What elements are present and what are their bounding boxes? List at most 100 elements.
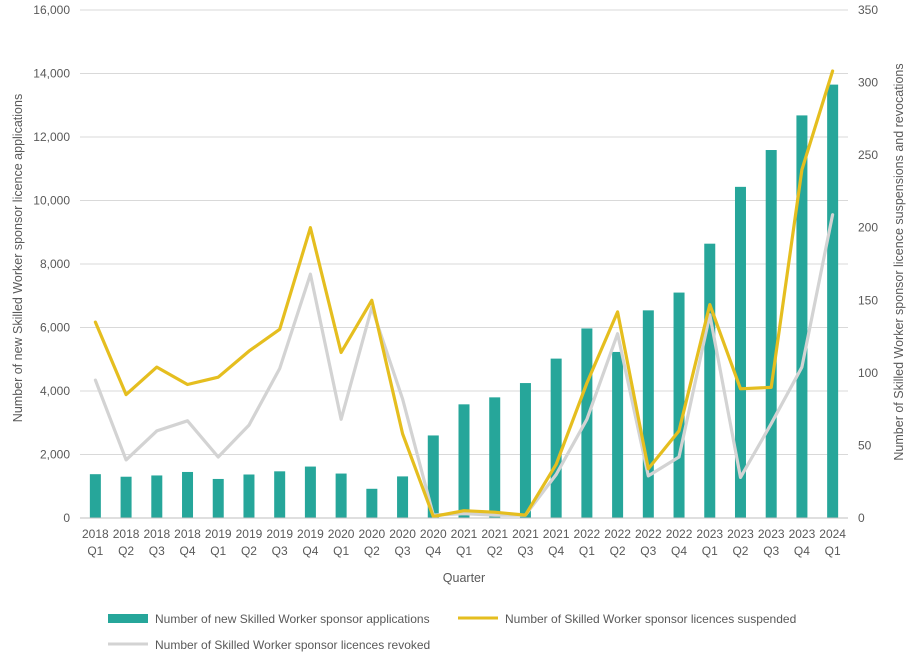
x-tick-year: 2021 — [543, 527, 570, 541]
x-tick-quarter: Q1 — [579, 544, 595, 558]
x-tick-quarter: Q2 — [364, 544, 380, 558]
bar — [120, 476, 132, 518]
x-tick-year: 2023 — [758, 527, 785, 541]
bar — [182, 471, 194, 518]
bar — [734, 186, 746, 518]
x-tick-quarter: Q4 — [425, 544, 441, 558]
y2-tick-label: 100 — [858, 366, 878, 380]
x-tick-quarter: Q3 — [763, 544, 779, 558]
x-tick-quarter: Q1 — [456, 544, 472, 558]
bar — [427, 435, 439, 518]
x-tick-year: 2018 — [174, 527, 201, 541]
legend-label-revoked: Number of Skilled Worker sponsor licence… — [155, 638, 430, 652]
x-tick-quarter: Q4 — [671, 544, 687, 558]
series-line — [93, 213, 835, 517]
x-tick-year: 2020 — [389, 527, 416, 541]
bar — [673, 292, 685, 518]
x-tick-year: 2024 — [819, 527, 846, 541]
y2-tick-label: 300 — [858, 76, 878, 90]
bar — [827, 84, 839, 519]
x-tick-quarter: Q1 — [210, 544, 226, 558]
x-tick-quarter: Q2 — [487, 544, 503, 558]
x-tick-quarter: Q4 — [548, 544, 564, 558]
bar — [212, 478, 224, 518]
x-tick-quarter: Q4 — [302, 544, 318, 558]
x-tick-quarter: Q1 — [87, 544, 103, 558]
x-tick-year: 2019 — [205, 527, 232, 541]
x-tick-quarter: Q1 — [825, 544, 841, 558]
x-tick-year: 2023 — [789, 527, 816, 541]
y-tick-label: 12,000 — [33, 130, 70, 144]
y2-tick-label: 50 — [858, 438, 872, 452]
y-tick-label: 4,000 — [40, 384, 70, 398]
legend-label-applications: Number of new Skilled Worker sponsor app… — [155, 612, 430, 626]
bar — [274, 471, 286, 518]
x-tick-year: 2020 — [328, 527, 355, 541]
bar — [151, 475, 163, 518]
x-tick-year: 2022 — [574, 527, 601, 541]
x-tick-year: 2019 — [297, 527, 324, 541]
bar — [243, 474, 255, 518]
bar — [550, 358, 562, 518]
legend: Number of new Skilled Worker sponsor app… — [108, 612, 796, 652]
bar — [366, 488, 378, 518]
bar — [335, 473, 347, 518]
x-tick-quarter: Q4 — [180, 544, 196, 558]
x-tick-year: 2021 — [512, 527, 539, 541]
bar-series — [89, 84, 839, 519]
y2-tick-label: 350 — [858, 3, 878, 17]
bar — [765, 150, 777, 518]
x-tick-year: 2018 — [113, 527, 140, 541]
x-tick-quarter: Q3 — [149, 544, 165, 558]
bar — [519, 383, 531, 518]
axes: 0 2,000 4,000 6,000 8,000 10,000 12,000 14,000 1… — [33, 3, 878, 558]
gridlines — [80, 9, 848, 455]
x-tick-year: 2018 — [143, 527, 170, 541]
series-line — [93, 69, 835, 519]
x-tick-year: 2023 — [727, 527, 754, 541]
bar — [704, 243, 716, 518]
bar — [89, 474, 101, 518]
x-tick-year: 2018 — [82, 527, 109, 541]
y-tick-label: 14,000 — [33, 67, 70, 81]
x-tick-year: 2019 — [266, 527, 293, 541]
x-axis-title: Quarter — [443, 571, 485, 585]
y2-tick-label: 200 — [858, 221, 878, 235]
bar — [581, 328, 593, 518]
y-tick-label: 6,000 — [40, 321, 70, 335]
x-tick-year: 2020 — [358, 527, 385, 541]
x-tick-year: 2021 — [481, 527, 508, 541]
x-tick-year: 2023 — [696, 527, 723, 541]
x-tick-year: 2020 — [420, 527, 447, 541]
y-tick-label: 8,000 — [40, 257, 70, 271]
x-tick-year: 2021 — [451, 527, 478, 541]
x-tick-year: 2022 — [635, 527, 662, 541]
bar — [397, 476, 409, 518]
x-tick-quarter: Q2 — [118, 544, 134, 558]
y-tick-label: 2,000 — [40, 448, 70, 462]
x-tick-quarter: Q2 — [241, 544, 257, 558]
y-axis-title: Number of new Skilled Worker sponsor lic… — [11, 94, 25, 422]
x-tick-year: 2022 — [604, 527, 631, 541]
x-tick-year: 2022 — [666, 527, 693, 541]
x-tick-quarter: Q3 — [395, 544, 411, 558]
x-tick-quarter: Q3 — [272, 544, 288, 558]
x-tick-quarter: Q1 — [702, 544, 718, 558]
line-series — [93, 69, 835, 519]
x-tick-quarter: Q1 — [333, 544, 349, 558]
y2-tick-label: 0 — [858, 511, 865, 525]
bar — [612, 351, 624, 518]
x-tick-quarter: Q3 — [640, 544, 656, 558]
x-tick-quarter: Q3 — [517, 544, 533, 558]
y2-tick-label: 250 — [858, 148, 878, 162]
legend-swatch-applications — [108, 614, 148, 623]
x-tick-year: 2019 — [236, 527, 263, 541]
bar — [796, 115, 808, 518]
bar — [458, 404, 470, 518]
legend-label-suspended: Number of Skilled Worker sponsor licence… — [505, 612, 796, 626]
bar — [489, 397, 501, 518]
bar — [642, 310, 654, 518]
y2-axis-title: Number of Skilled Worker sponsor licence… — [892, 63, 906, 460]
x-tick-quarter: Q2 — [610, 544, 626, 558]
